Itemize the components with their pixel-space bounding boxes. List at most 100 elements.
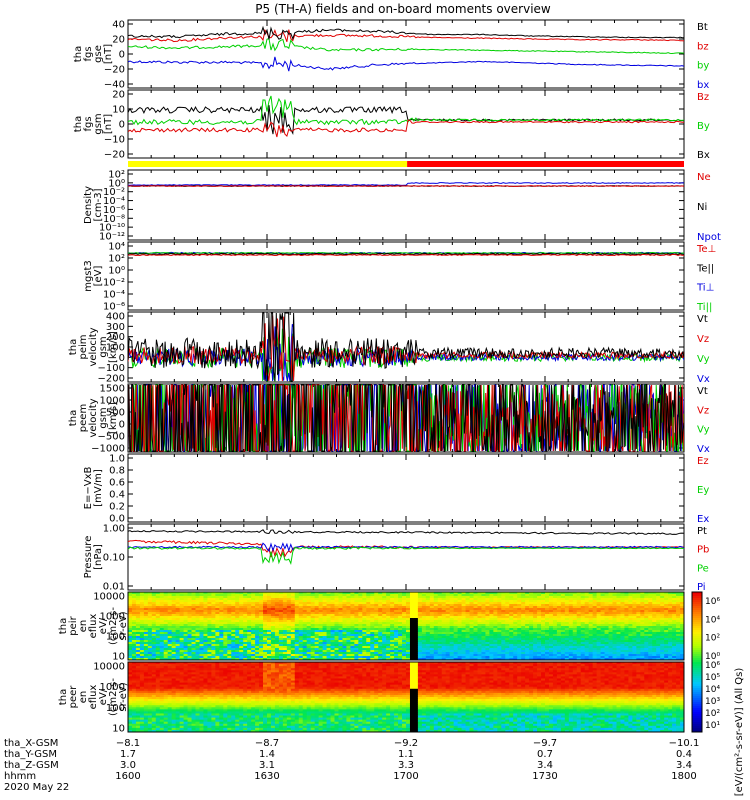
series-vt [128,312,684,382]
y-axis-label: thapeimvelocitygsm[km/s] [68,327,119,366]
spectrogram-cell [529,596,534,599]
legend-vt: Vt [697,386,708,397]
spectrogram-cell [402,644,407,647]
spectrogram-cell [211,632,216,635]
spectrogram-cell [207,648,212,651]
spectrogram-cell [537,616,542,619]
spectrogram-cell [525,600,530,603]
spectrogram-cell [596,630,601,633]
spectrogram-cell [167,640,173,643]
spectrogram-cell [251,620,256,623]
spectrogram-cell [386,642,391,645]
spectrogram-cell [342,636,347,639]
spectrogram-cell [497,610,502,613]
spectrogram-cell [346,650,351,653]
spectrogram-cell [322,612,327,615]
spectrogram-cell [477,594,482,597]
spectrogram-cell [235,604,240,607]
spectrogram-cell [338,656,343,659]
spectrogram-cell [175,642,181,645]
spectrogram-cell [417,608,423,611]
spectrogram-cell [267,628,272,631]
spectrogram-cell [179,610,184,613]
spectrogram-cell [306,592,312,595]
spectrogram-cell [294,612,300,615]
series-ne [128,185,684,187]
spectrogram-cell [326,606,331,609]
spectrogram-cell [263,628,268,631]
spectrogram-cell [596,642,601,645]
spectrogram-cell [485,634,490,637]
spectrogram-cell [473,618,478,621]
spectrogram-cell [139,594,145,597]
spectrogram-cell [572,624,578,627]
spectrogram-cell [318,616,323,619]
spectrogram-cell [473,616,478,619]
spectrogram-cell [135,598,141,601]
spectrogram-cell [322,626,327,629]
spectrogram-cell [231,640,236,643]
y-axis-label-line: [eV] [93,266,104,287]
spectrogram-cell [541,592,546,595]
spectrogram-cell [560,608,566,611]
spectrogram-cell [219,634,224,637]
spectrogram-cell [318,628,323,631]
spectrogram-cell [580,604,586,607]
spectrogram-cell [568,618,574,621]
spectrogram-cell [235,650,240,653]
spectrogram-cell [437,654,443,657]
spectrogram-cell [608,624,613,627]
spectrogram-cell [207,654,212,657]
spectrogram-cell [604,626,609,629]
spectrogram-cell [413,620,419,623]
spectrogram-cell [556,626,562,629]
spectrogram-cell [584,624,590,627]
spectrogram-cell [409,592,415,595]
spectrogram-cell [560,642,566,645]
series-vx [128,324,684,382]
spectrogram-cell [366,636,371,639]
spectrogram-cell [398,650,403,653]
spectrogram-cell [191,600,196,603]
spectrogram-cell [358,628,363,631]
spectrogram-cell [433,650,439,653]
spectrogram-cell [350,646,355,649]
spectrogram-cell [517,624,522,627]
spectrogram-cell [227,594,232,597]
spectrogram-cell [413,642,419,645]
spectrogram-cell [131,592,137,595]
spectrogram-cell [147,636,153,639]
spectrogram-cell [247,614,252,617]
spectrogram-cell [370,640,375,643]
spectrogram-cell [294,626,300,629]
spectrogram-cell [477,644,482,647]
spectrogram-cell [394,598,399,601]
spectrogram-cell [131,614,137,617]
spectrogram-cell [263,634,268,637]
spectrogram-cell [326,622,331,625]
spectrogram-cell [374,614,379,617]
spectrogram-cell [207,616,212,619]
spectrogram-cell [255,604,260,607]
spectrogram-cell [155,616,161,619]
spectrogram-cell [564,596,570,599]
spectrogram-cell [406,654,411,657]
y-tick-label: 0.4 [109,490,125,501]
spectrogram-cell [584,634,590,637]
spectrogram-cell [207,624,212,627]
spectrogram-cell [493,624,498,627]
spectrogram-cell [541,656,546,659]
spectrogram-cell [453,652,459,655]
spectrogram-cell [183,632,188,635]
spectrogram-cell [564,630,570,633]
spectrogram-cell [251,594,256,597]
spectrogram-cell [282,656,288,659]
spectrogram-cell [608,634,613,637]
spectrogram-cell [298,594,304,597]
spectrogram-cell [560,598,566,601]
spectrogram-cell [191,596,196,599]
y-axis-label-line: tha [58,618,69,634]
spectrogram-cell [298,656,304,659]
spectrogram-cell [560,648,566,651]
